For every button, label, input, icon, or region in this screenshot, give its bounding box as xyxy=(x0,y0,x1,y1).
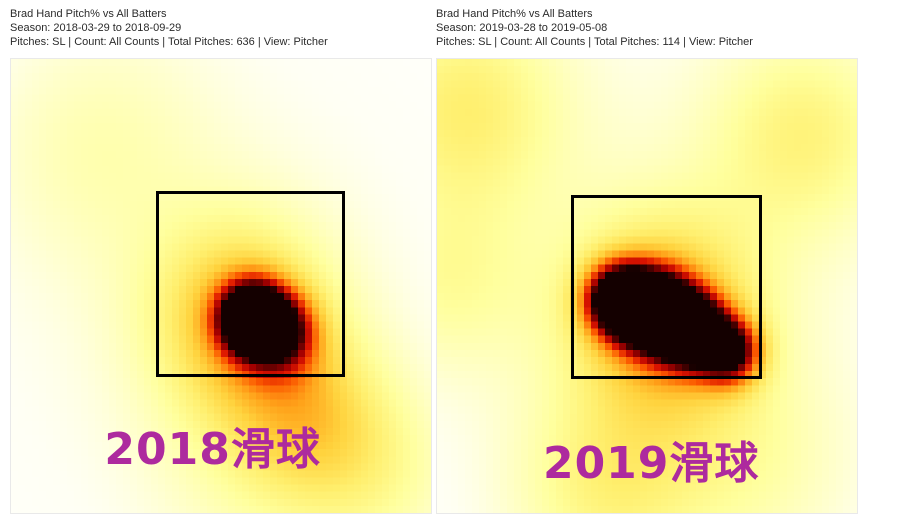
chart-header-2018: Brad Hand Pitch% vs All Batters Season: … xyxy=(10,0,432,52)
chart-filters-2019: Pitches: SL | Count: All Counts | Total … xyxy=(436,36,753,48)
panel-2018: Brad Hand Pitch% vs All Batters Season: … xyxy=(10,0,432,514)
heatmap-plot-2019: 2019滑球 xyxy=(436,58,858,514)
chart-title-2018: Brad Hand Pitch% vs All Batters xyxy=(10,8,167,20)
heatmap-canvas-2018 xyxy=(11,59,431,513)
chart-header-2019: Brad Hand Pitch% vs All Batters Season: … xyxy=(436,0,858,52)
heatmap-canvas-2019 xyxy=(437,59,857,513)
heatmap-plot-2018: 2018滑球 xyxy=(10,58,432,514)
chart-filters-2018: Pitches: SL | Count: All Counts | Total … xyxy=(10,36,328,48)
chart-season-2018: Season: 2018-03-29 to 2018-09-29 xyxy=(10,22,182,34)
chart-season-2019: Season: 2019-03-28 to 2019-05-08 xyxy=(436,22,608,34)
panel-2019: Brad Hand Pitch% vs All Batters Season: … xyxy=(436,0,858,514)
chart-title-2019: Brad Hand Pitch% vs All Batters xyxy=(436,8,593,20)
